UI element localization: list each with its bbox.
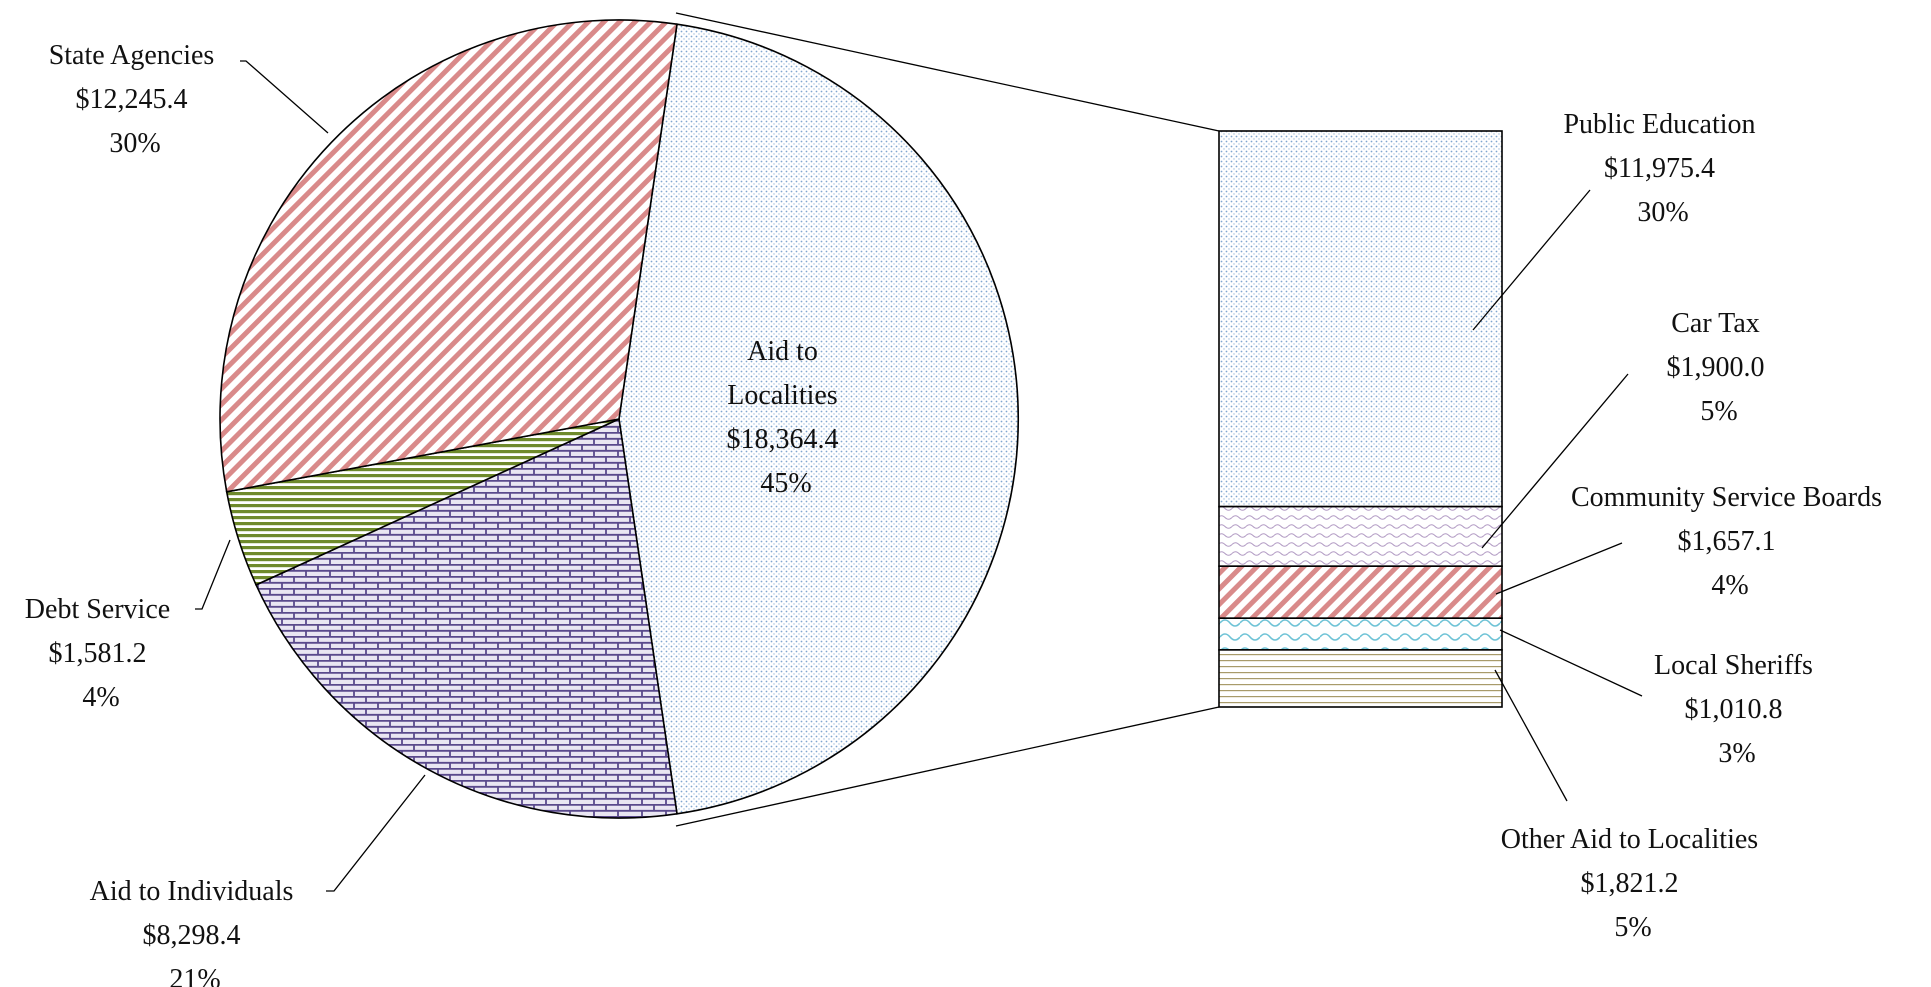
bar-segment-public-education xyxy=(1218,130,1503,508)
pie-slice-aid-to-individuals xyxy=(255,417,678,819)
label-aid-to-localities: Aid to Localities $18,364.4 45% xyxy=(727,336,846,499)
leader-community-service-boards xyxy=(1495,542,1623,595)
leader-aid-to-individuals xyxy=(326,774,426,892)
connector-bottom xyxy=(675,706,1220,827)
leader-local-sheriffs xyxy=(1499,629,1643,697)
leader-car-tax xyxy=(1481,373,1629,549)
leader-state-agencies xyxy=(240,60,329,134)
bar-segment-car-tax xyxy=(1218,505,1503,568)
pie-slice-aid-to-localities xyxy=(618,23,1019,815)
label-state-agencies: State Agencies $12,245.4 30% xyxy=(49,40,222,159)
bar-segment-other-aid-to-localities xyxy=(1218,649,1503,708)
label-debt-service: Debt Service $1,581.2 4% xyxy=(25,594,177,713)
connector-top xyxy=(675,12,1220,132)
label-local-sheriffs: Local Sheriffs $1,010.8 3% xyxy=(1654,650,1820,769)
leader-debt-service xyxy=(195,539,231,610)
label-other-aid-to-localities: Other Aid to Localities $1,821.2 5% xyxy=(1501,824,1765,943)
leader-public-education xyxy=(1472,189,1591,331)
bar-segment-local-sheriffs xyxy=(1218,617,1503,651)
label-community-service-boards: Community Service Boards $1,657.1 4% xyxy=(1571,482,1889,601)
pie-slice-state-agencies xyxy=(219,19,678,493)
label-aid-to-individuals: Aid to Individuals $8,298.4 21% xyxy=(90,876,301,987)
label-car-tax: Car Tax $1,900.0 5% xyxy=(1667,308,1772,427)
bar-segment-community-service-boards xyxy=(1218,565,1503,620)
leader-other-aid-to-localities xyxy=(1494,669,1568,802)
label-public-education: Public Education $11,975.4 30% xyxy=(1563,109,1762,228)
